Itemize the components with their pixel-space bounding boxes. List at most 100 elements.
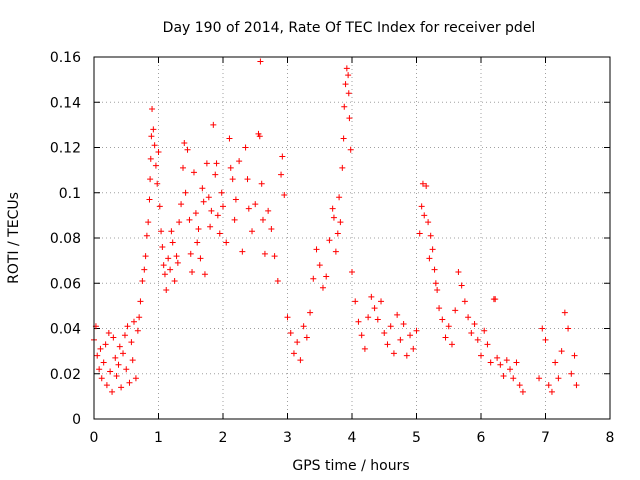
data-point bbox=[102, 341, 109, 348]
data-point bbox=[150, 126, 157, 133]
data-point bbox=[147, 155, 154, 162]
data-point bbox=[105, 330, 112, 337]
x-tick-label: 4 bbox=[348, 430, 357, 446]
data-point bbox=[346, 115, 353, 122]
data-point bbox=[184, 146, 191, 153]
data-point bbox=[259, 216, 266, 223]
data-point bbox=[192, 210, 199, 217]
data-point bbox=[555, 375, 562, 382]
x-tick-label: 6 bbox=[477, 430, 486, 446]
data-point bbox=[337, 219, 344, 226]
data-point bbox=[397, 336, 404, 343]
data-point bbox=[307, 309, 314, 316]
data-point bbox=[220, 203, 226, 210]
data-point bbox=[355, 318, 362, 325]
data-point bbox=[510, 375, 517, 382]
data-point bbox=[481, 327, 488, 334]
data-point bbox=[423, 182, 430, 189]
data-point bbox=[410, 345, 417, 352]
data-point bbox=[345, 72, 352, 79]
data-point bbox=[195, 225, 202, 232]
data-point bbox=[143, 232, 150, 239]
data-point bbox=[445, 323, 452, 330]
data-point bbox=[113, 373, 120, 380]
data-point bbox=[200, 198, 207, 205]
data-point bbox=[178, 201, 185, 208]
data-point bbox=[154, 180, 161, 187]
data-point bbox=[223, 239, 230, 246]
data-point bbox=[365, 314, 372, 321]
data-point bbox=[214, 212, 221, 219]
data-point bbox=[316, 262, 323, 269]
data-point bbox=[268, 225, 275, 232]
plot-frame bbox=[93, 56, 611, 420]
data-point bbox=[361, 345, 368, 352]
data-point bbox=[390, 350, 397, 357]
data-point bbox=[471, 320, 478, 327]
chart-title: Day 190 of 2014, Rate Of TEC Index for r… bbox=[163, 20, 536, 36]
data-point bbox=[484, 341, 491, 348]
data-point bbox=[452, 307, 459, 314]
data-point bbox=[513, 359, 520, 366]
data-point bbox=[413, 327, 420, 334]
y-tick-label: 0.1 bbox=[59, 186, 81, 202]
data-point bbox=[561, 309, 568, 316]
data-point bbox=[274, 277, 281, 284]
data-point bbox=[387, 323, 394, 330]
data-point bbox=[332, 248, 339, 255]
data-point bbox=[201, 271, 208, 278]
data-point bbox=[180, 164, 187, 171]
data-point bbox=[419, 180, 426, 187]
data-point bbox=[265, 207, 272, 214]
data-point bbox=[130, 318, 137, 325]
data-point bbox=[503, 357, 510, 364]
data-point bbox=[187, 250, 194, 257]
data-point bbox=[205, 194, 212, 201]
data-point bbox=[181, 139, 188, 146]
data-point bbox=[249, 228, 256, 235]
data-point bbox=[107, 368, 114, 375]
data-point bbox=[126, 379, 133, 386]
data-point bbox=[297, 357, 304, 364]
data-point bbox=[227, 164, 234, 171]
data-point bbox=[487, 359, 494, 366]
data-point bbox=[226, 135, 233, 142]
data-point bbox=[261, 250, 268, 257]
data-point bbox=[342, 81, 349, 88]
data-point bbox=[145, 219, 152, 226]
data-point bbox=[429, 246, 436, 253]
data-point bbox=[136, 314, 143, 321]
data-point bbox=[165, 255, 172, 262]
data-point bbox=[545, 382, 552, 389]
data-point bbox=[152, 162, 159, 169]
data-point bbox=[358, 332, 365, 339]
data-point bbox=[442, 334, 449, 341]
data-point bbox=[492, 296, 499, 303]
data-point bbox=[123, 366, 130, 373]
data-point bbox=[439, 316, 446, 323]
data-point bbox=[176, 219, 183, 226]
x-tick-label: 0 bbox=[90, 430, 99, 446]
data-point bbox=[474, 336, 481, 343]
data-point bbox=[110, 334, 117, 341]
data-point bbox=[290, 350, 297, 357]
y-axis-label: ROTI / TECUs bbox=[6, 192, 22, 284]
data-point bbox=[336, 194, 343, 201]
data-point bbox=[161, 271, 168, 278]
data-point bbox=[212, 171, 219, 178]
data-point bbox=[287, 330, 294, 337]
data-point bbox=[330, 214, 337, 221]
data-point bbox=[141, 266, 148, 273]
data-point bbox=[116, 343, 123, 350]
data-point bbox=[134, 327, 141, 334]
data-point bbox=[124, 323, 131, 330]
data-point bbox=[284, 314, 291, 321]
data-point bbox=[371, 305, 378, 312]
data-point bbox=[340, 135, 347, 142]
data-point bbox=[203, 160, 210, 167]
data-point bbox=[207, 223, 214, 230]
data-point bbox=[427, 232, 434, 239]
data-point bbox=[497, 361, 504, 368]
data-point bbox=[186, 216, 193, 223]
data-point bbox=[139, 277, 146, 284]
